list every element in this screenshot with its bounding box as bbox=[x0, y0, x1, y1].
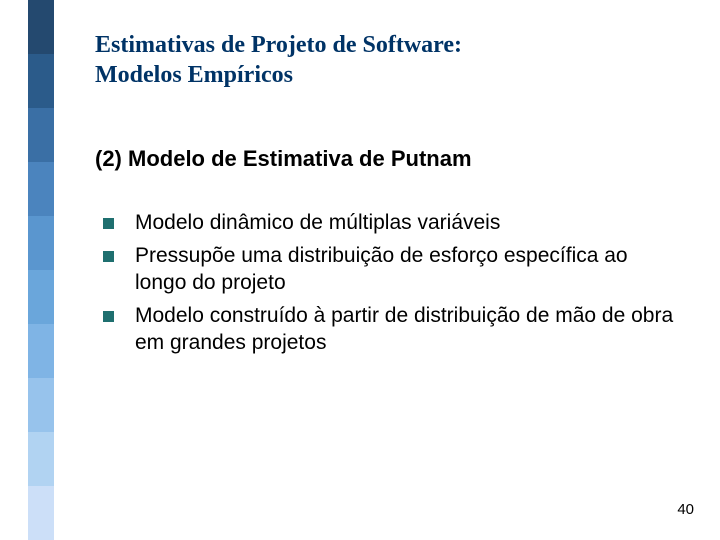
accent-block bbox=[28, 270, 54, 324]
accent-block bbox=[28, 162, 54, 216]
bullet-text: Pressupõe uma distribuição de esforço es… bbox=[135, 244, 628, 294]
title-line-1: Estimativas de Projeto de Software: bbox=[95, 32, 462, 58]
square-bullet-icon bbox=[103, 251, 114, 262]
accent-block bbox=[28, 486, 54, 540]
slide: Estimativas de Projeto de Software: Mode… bbox=[0, 0, 720, 540]
accent-block bbox=[28, 216, 54, 270]
bullet-list: Modelo dinâmico de múltiplas variáveis P… bbox=[95, 210, 680, 356]
slide-subtitle: (2) Modelo de Estimativa de Putnam bbox=[95, 146, 680, 172]
list-item: Pressupõe uma distribuição de esforço es… bbox=[103, 243, 680, 297]
list-item: Modelo construído à partir de distribuiç… bbox=[103, 303, 680, 357]
slide-title: Estimativas de Projeto de Software: Mode… bbox=[95, 30, 680, 90]
bullet-text: Modelo construído à partir de distribuiç… bbox=[135, 304, 673, 354]
side-accent-bar bbox=[28, 0, 54, 540]
accent-block bbox=[28, 108, 54, 162]
square-bullet-icon bbox=[103, 311, 114, 322]
content-area: Estimativas de Projeto de Software: Mode… bbox=[95, 30, 680, 362]
accent-block bbox=[28, 0, 54, 54]
accent-block bbox=[28, 432, 54, 486]
accent-block bbox=[28, 54, 54, 108]
square-bullet-icon bbox=[103, 218, 114, 229]
title-line-2: Modelos Empíricos bbox=[95, 62, 293, 88]
accent-block bbox=[28, 324, 54, 378]
bullet-text: Modelo dinâmico de múltiplas variáveis bbox=[135, 211, 500, 234]
list-item: Modelo dinâmico de múltiplas variáveis bbox=[103, 210, 680, 237]
page-number: 40 bbox=[677, 501, 694, 518]
accent-block bbox=[28, 378, 54, 432]
